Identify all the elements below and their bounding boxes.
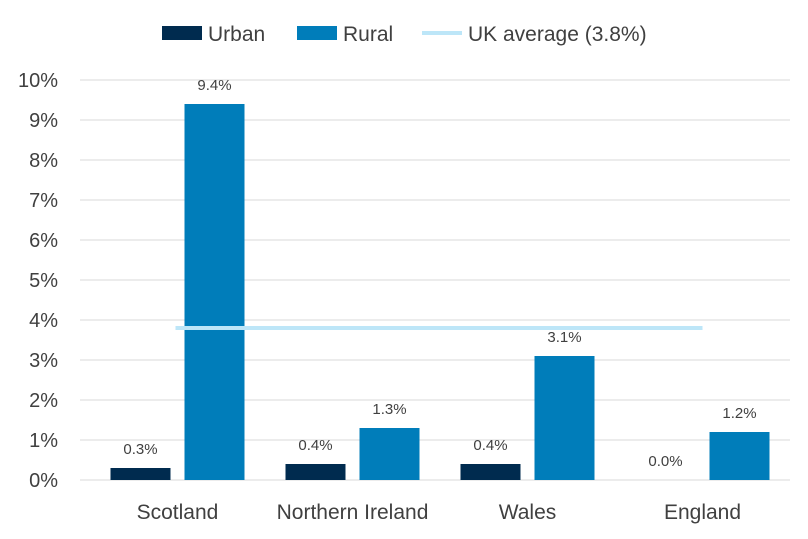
data-labels: 0.3% 9.4% 0.4% 1.3% 0.4% 3.1% 0.0% 1.2% xyxy=(123,77,756,470)
x-category-label: Scotland xyxy=(137,501,219,524)
y-tick-label: 1% xyxy=(29,430,58,452)
legend-label: UK average (3.8%) xyxy=(468,23,647,46)
legend-swatch xyxy=(297,26,337,40)
x-category-label: Wales xyxy=(499,501,557,524)
data-label: 1.3% xyxy=(372,401,406,418)
y-tick-label: 2% xyxy=(29,390,58,412)
y-tick-label: 8% xyxy=(29,150,58,172)
legend-label: Urban xyxy=(208,23,265,46)
data-label: 1.2% xyxy=(722,405,756,422)
data-label: 0.0% xyxy=(648,453,682,470)
data-label: 3.1% xyxy=(547,329,581,346)
legend-label: Rural xyxy=(343,23,393,46)
legend-swatch xyxy=(162,26,202,40)
y-tick-label: 0% xyxy=(29,470,58,492)
bar-rural xyxy=(534,356,595,480)
bar-rural xyxy=(184,104,245,480)
bars xyxy=(110,104,770,480)
y-tick-label: 4% xyxy=(29,310,58,332)
data-label: 0.3% xyxy=(123,441,157,458)
data-label: 0.4% xyxy=(473,437,507,454)
y-tick-label: 9% xyxy=(29,110,58,132)
x-category-label: Northern Ireland xyxy=(277,501,429,524)
bar-urban xyxy=(460,464,521,480)
bar-urban xyxy=(110,468,171,480)
x-axis-categories: Scotland Northern Ireland Wales England xyxy=(137,501,741,524)
x-category-label: England xyxy=(664,501,741,524)
legend-urban: Urban xyxy=(162,23,265,46)
bar-rural xyxy=(709,432,770,480)
y-tick-label: 3% xyxy=(29,350,58,372)
y-axis-ticks: 0% 1% 2% 3% 4% 5% 6% 7% 8% 9% 10% xyxy=(18,70,58,492)
y-tick-label: 5% xyxy=(29,270,58,292)
y-tick-label: 6% xyxy=(29,230,58,252)
y-tick-label: 10% xyxy=(18,70,58,92)
data-label: 0.4% xyxy=(298,437,332,454)
legend: Urban Rural UK average (3.8%) xyxy=(162,23,647,46)
legend-rural: Rural xyxy=(297,23,393,46)
y-tick-label: 7% xyxy=(29,190,58,212)
bar-rural xyxy=(359,428,420,480)
bar-urban xyxy=(285,464,346,480)
data-label: 9.4% xyxy=(197,77,231,94)
legend-uk-average: UK average (3.8%) xyxy=(422,23,647,46)
